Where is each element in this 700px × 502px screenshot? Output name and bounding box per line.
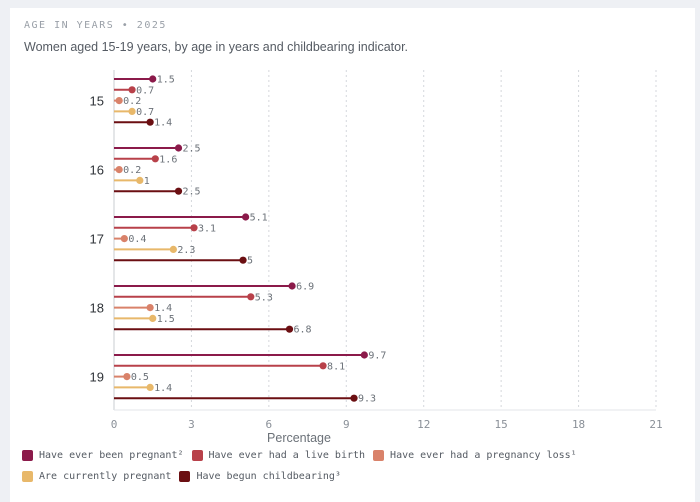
data-label: 1.6 bbox=[159, 154, 177, 165]
lollipop-dot bbox=[115, 166, 123, 174]
data-label: 9.7 bbox=[368, 351, 386, 362]
x-tick-label: 21 bbox=[649, 418, 662, 431]
x-tick-label: 9 bbox=[343, 418, 350, 431]
data-label: 0.5 bbox=[131, 372, 149, 383]
lollipop-dot bbox=[120, 235, 128, 243]
data-label: 5 bbox=[247, 256, 253, 267]
lollipop-dot bbox=[149, 314, 157, 322]
lollipop-dot bbox=[151, 155, 159, 163]
lollipop-dot bbox=[146, 383, 154, 391]
lollipop-chart: 0 3 6 9 12 15 18 21Percentage151.50.70.20.71.41… bbox=[90, 70, 663, 445]
data-label: 0.4 bbox=[128, 234, 146, 245]
data-label: 1.4 bbox=[154, 118, 172, 129]
lollipop-dot bbox=[242, 213, 250, 221]
lollipop-dot bbox=[360, 351, 368, 359]
data-label: 0.2 bbox=[123, 165, 141, 176]
legend-swatch bbox=[179, 471, 191, 482]
legend-label: Have ever been pregnant² bbox=[39, 450, 184, 461]
legend-item[interactable]: Are currently pregnant bbox=[22, 471, 171, 482]
legend-item[interactable]: Have begun childbearing³ bbox=[179, 471, 341, 482]
lollipop-dot bbox=[169, 245, 177, 253]
data-label: 8.1 bbox=[327, 361, 345, 372]
data-label: 6.8 bbox=[294, 325, 312, 336]
x-tick-label: 15 bbox=[495, 418, 508, 431]
lollipop-dot bbox=[115, 97, 123, 105]
legend-label: Have ever had a live birth bbox=[208, 450, 366, 461]
legend-label: Have ever had a pregnancy loss¹ bbox=[390, 450, 577, 461]
legend-swatch bbox=[22, 471, 33, 482]
data-label: 1.5 bbox=[157, 75, 175, 86]
data-label: 0.2 bbox=[123, 96, 141, 107]
chart-subtitle: Women aged 15-19 years, by age in years … bbox=[24, 40, 409, 54]
lollipop-dot bbox=[136, 176, 144, 184]
x-tick-label: 12 bbox=[417, 418, 430, 431]
lollipop-dot bbox=[128, 86, 136, 94]
lollipop-dot bbox=[350, 394, 358, 402]
legend-swatch bbox=[373, 450, 385, 461]
legend-label: Are currently pregnant bbox=[39, 471, 172, 482]
y-tick-label: 19 bbox=[90, 370, 104, 385]
y-tick-label: 15 bbox=[90, 94, 104, 109]
data-label: 0.7 bbox=[136, 85, 154, 96]
lollipop-dot bbox=[146, 118, 154, 126]
lollipop-dot bbox=[239, 256, 247, 264]
data-label: 3.1 bbox=[198, 223, 216, 234]
eyebrow-label: AGE IN YEARS • 2025 bbox=[24, 20, 167, 31]
data-label: 9.3 bbox=[358, 394, 376, 405]
lollipop-dot bbox=[146, 304, 154, 312]
lollipop-dot bbox=[319, 362, 327, 370]
legend-swatch bbox=[22, 450, 33, 461]
lollipop-dot bbox=[288, 282, 296, 290]
x-axis-label: Percentage bbox=[267, 431, 331, 445]
chart-legend: Have ever been pregnant² Have ever had a … bbox=[22, 450, 682, 482]
legend-item[interactable]: Have ever had a live birth bbox=[191, 450, 366, 461]
y-tick-label: 17 bbox=[90, 232, 104, 247]
data-label: 2.3 bbox=[177, 245, 195, 256]
x-tick-label: 18 bbox=[572, 418, 585, 431]
lollipop-dot bbox=[285, 325, 294, 333]
data-label: 2.5 bbox=[183, 187, 201, 198]
data-label: 5.3 bbox=[255, 292, 273, 303]
data-label: 1.4 bbox=[154, 383, 172, 394]
data-label: 5.1 bbox=[250, 213, 268, 224]
x-tick-label: 3 bbox=[188, 418, 195, 431]
legend-label: Have begun childbearing³ bbox=[196, 471, 341, 482]
lollipop-dot bbox=[190, 224, 198, 232]
legend-item[interactable]: Have ever had a pregnancy loss¹ bbox=[373, 450, 577, 461]
y-tick-label: 16 bbox=[90, 163, 104, 178]
legend-item[interactable]: Have ever been pregnant² bbox=[22, 450, 184, 461]
data-label: 2.5 bbox=[183, 144, 201, 155]
data-label: 1.4 bbox=[154, 303, 172, 314]
lollipop-dot bbox=[123, 373, 131, 381]
lollipop-dot bbox=[149, 75, 157, 83]
lollipop-dot bbox=[174, 144, 183, 152]
legend-swatch bbox=[191, 450, 203, 461]
data-label: 1.5 bbox=[157, 314, 175, 325]
lollipop-dot bbox=[247, 293, 255, 301]
data-label: 1 bbox=[144, 176, 150, 187]
x-tick-label: 0 bbox=[111, 418, 118, 431]
data-label: 6.9 bbox=[296, 282, 314, 293]
y-tick-label: 18 bbox=[90, 301, 104, 316]
lollipop-dot bbox=[174, 187, 183, 195]
x-tick-label: 6 bbox=[266, 418, 273, 431]
lollipop-dot bbox=[128, 107, 136, 115]
data-label: 0.7 bbox=[136, 107, 154, 118]
